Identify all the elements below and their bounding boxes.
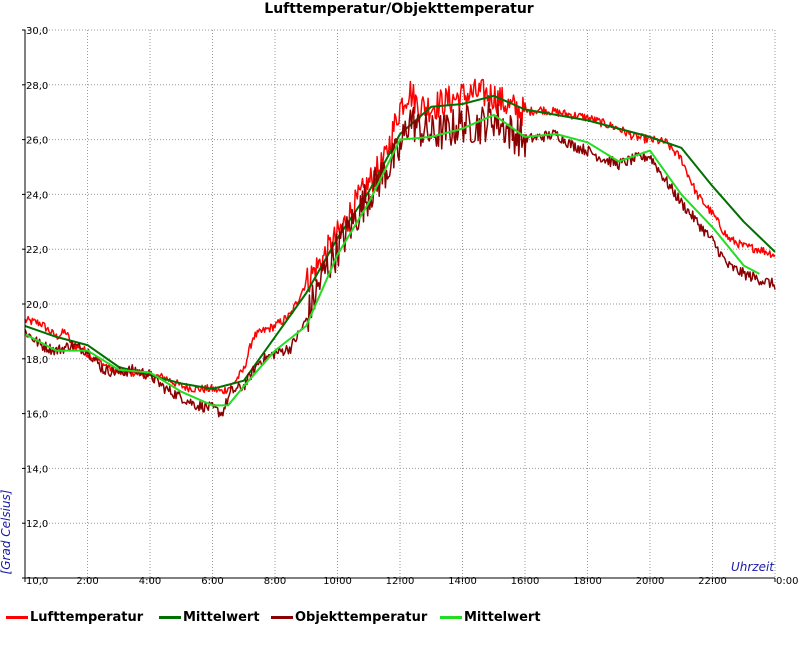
x-tick-label: 16:00 [511, 576, 540, 587]
x-tick-label: 8:00 [264, 576, 286, 587]
axes: 12,0 14,0 16,0 18,0 20,0 22,0 24,0 26,0 28,0 30,0… [22, 26, 798, 587]
chart-title: Lufttemperatur/Objekttemperatur [264, 1, 534, 17]
x-tick-label: 2:00 [76, 576, 98, 587]
x-axis-label: Uhrzeit [731, 560, 775, 574]
x-tick-label: 18:00 [573, 576, 602, 587]
grid [25, 29, 776, 578]
legend-label: Objekttemperatur [295, 609, 428, 625]
x-tick-label: 12:00 [386, 576, 415, 587]
x-tick-label: 14:00 [448, 576, 477, 587]
legend-item-lufttemperatur: Lufttemperatur [6, 606, 143, 628]
y-tick-label: 12,0 [26, 519, 48, 530]
legend-swatch [440, 615, 462, 619]
legend-label: Lufttemperatur [30, 609, 144, 625]
y-tick-label: 22,0 [26, 245, 48, 256]
legend-swatch [159, 615, 181, 619]
x-tick-label: 20:00 [636, 576, 665, 587]
legend-item-objekttemperatur: Objekttemperatur [271, 606, 427, 628]
x-tick-label: 4:00 [139, 576, 161, 587]
y-axis-label: [Grad Celsius] [0, 489, 13, 574]
legend: Lufttemperatur Mittelwert Objekttemperat… [6, 606, 786, 628]
x-tick-label: 0:00 [776, 576, 798, 587]
y-tick-label: 24,0 [26, 190, 48, 201]
y-tick-label: 18,0 [26, 355, 48, 366]
x-tick-label: 6:00 [201, 576, 223, 587]
legend-item-mittelwert-dark: Mittelwert [159, 606, 260, 628]
y-tick-label: 20,0 [26, 300, 48, 311]
legend-swatch [6, 615, 28, 619]
series-line-3 [24, 113, 760, 407]
x-tick-label: 10:00 [323, 576, 352, 587]
legend-label: Mittelwert [183, 609, 260, 625]
legend-label: Mittelwert [464, 609, 541, 625]
legend-item-mittelwert-light: Mittelwert [440, 606, 541, 628]
legend-swatch [271, 615, 293, 619]
y-tick-label: 10,0 [26, 576, 48, 587]
series-line-1 [24, 94, 776, 390]
y-tick-label: 14,0 [26, 464, 48, 475]
y-tick-label: 26,0 [26, 136, 48, 147]
y-tick-label: 16,0 [26, 410, 48, 421]
y-tick-label: 28,0 [26, 81, 48, 92]
x-tick-label: 22:00 [698, 576, 727, 587]
y-tick-label: 30,0 [26, 26, 48, 37]
series-layer [24, 78, 776, 418]
